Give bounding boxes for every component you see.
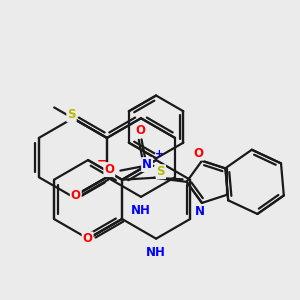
Text: O: O <box>104 163 114 176</box>
Text: O: O <box>194 147 203 160</box>
Text: S: S <box>157 165 165 178</box>
Text: NH: NH <box>146 246 166 259</box>
Text: NH: NH <box>131 205 151 218</box>
Text: N: N <box>142 158 152 171</box>
Text: O: O <box>71 189 81 202</box>
Text: S: S <box>67 108 76 122</box>
Text: O: O <box>82 232 93 245</box>
Text: N: N <box>194 206 204 218</box>
Text: +: + <box>155 148 164 158</box>
Text: −: − <box>97 154 107 168</box>
Text: O: O <box>136 124 146 137</box>
